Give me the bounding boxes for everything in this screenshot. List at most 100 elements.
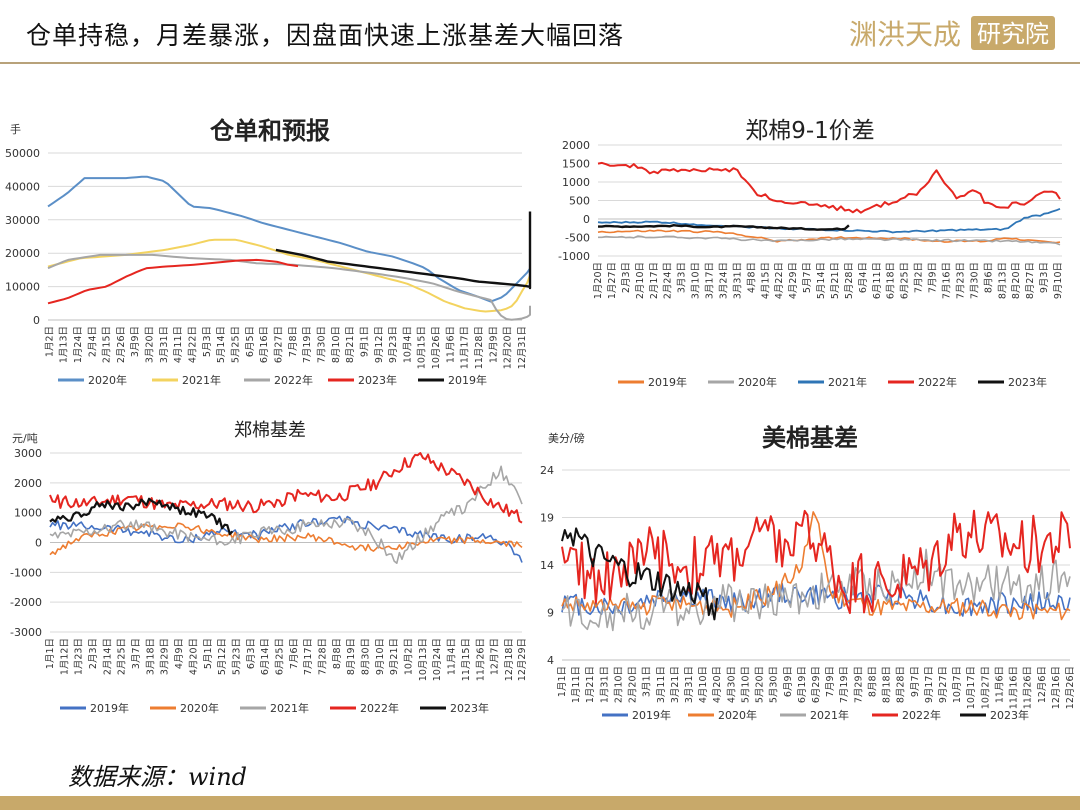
x-tick-label: 8月8日	[332, 638, 343, 669]
x-tick-label: 8月18日	[882, 666, 893, 703]
legend-label: 2022年	[918, 375, 957, 389]
x-tick-label: 7月19日	[302, 326, 313, 363]
x-tick-label: 8月30日	[361, 638, 372, 675]
x-tick-label: 5月28日	[844, 262, 855, 299]
legend-label: 2021年	[270, 701, 309, 715]
x-tick-label: 6月25日	[274, 638, 285, 675]
x-tick-label: 2月24日	[663, 262, 674, 299]
x-tick-label: 8月6日	[983, 262, 994, 293]
y-tick-label: 20000	[5, 247, 40, 260]
x-tick-label: 11月6日	[445, 326, 456, 363]
x-tick-label: 9月3日	[1039, 262, 1050, 293]
y-tick-label: 14	[540, 559, 554, 572]
x-tick-label: 1月12日	[59, 638, 70, 675]
x-tick-label: 12月6日	[1037, 666, 1048, 703]
x-tick-label: 2月20日	[628, 666, 639, 703]
series-line-1	[47, 175, 531, 303]
x-tick-label: 7月6日	[289, 638, 300, 669]
y-tick-label: 9	[547, 607, 554, 620]
x-tick-label: 6月27日	[273, 326, 284, 363]
x-tick-label: 2月4日	[87, 326, 98, 357]
x-tick-label: 11月4日	[447, 638, 458, 675]
y-tick-label: 3000	[14, 447, 42, 460]
legend-label: 2019年	[448, 373, 487, 387]
legend-label: 2023年	[358, 373, 397, 387]
chart-title: 美棉基差	[762, 424, 858, 452]
x-tick-label: 9月10日	[375, 638, 386, 675]
x-tick-label: 5月23日	[231, 638, 242, 675]
series-line-1	[561, 582, 1071, 617]
x-tick-label: 8月21日	[345, 326, 356, 363]
legend-label: 2023年	[450, 701, 489, 715]
x-tick-label: 2月15日	[102, 326, 113, 363]
y-tick-label: 1000	[14, 507, 42, 520]
x-tick-label: 6月11日	[872, 262, 883, 299]
x-tick-label: 1月20日	[593, 262, 604, 299]
y-tick-label: -500	[565, 232, 590, 245]
legend-label: 2019年	[90, 701, 129, 715]
x-tick-label: 4月20日	[188, 638, 199, 675]
x-tick-label: 1月27日	[607, 262, 618, 299]
y-tick-label: 2000	[562, 139, 590, 152]
y-tick-label: 24	[540, 464, 554, 477]
chart-title: 仓单和预报	[209, 117, 330, 145]
page-title: 仓单持稳，月差暴涨，因盘面快速上涨基差大幅回落	[26, 21, 625, 50]
y-tick-label: 2000	[14, 477, 42, 490]
x-tick-label: 6月4日	[858, 262, 869, 293]
y-tick-label: 19	[540, 512, 554, 525]
chart-unit: 元/吨	[12, 432, 38, 445]
x-tick-label: 4月29日	[788, 262, 799, 299]
x-tick-label: 1月11日	[571, 666, 582, 703]
brand-logo: 渊洪天成 研究院	[849, 16, 1055, 51]
series-line-4	[561, 509, 1071, 615]
x-tick-label: 3月31日	[684, 666, 695, 703]
x-tick-label: 5月21日	[830, 262, 841, 299]
y-tick-label: 10000	[5, 281, 40, 294]
svg-text:研究院: 研究院	[977, 20, 1049, 48]
x-tick-label: 3月29日	[160, 638, 171, 675]
x-tick-label: 7月8日	[288, 326, 299, 357]
series-line-1	[49, 515, 523, 563]
y-tick-label: 50000	[5, 147, 40, 160]
x-tick-label: 11月6日	[994, 666, 1005, 703]
x-tick-label: 8月20日	[1011, 262, 1022, 299]
series-line-4	[597, 161, 1061, 214]
x-tick-label: 8月28日	[896, 666, 907, 703]
series-line-5	[49, 497, 234, 536]
x-tick-label: 1月21日	[585, 666, 596, 703]
x-tick-label: 1月2日	[44, 326, 55, 357]
y-tick-label: 40000	[5, 180, 40, 193]
x-tick-label: 11月16日	[1009, 666, 1020, 709]
x-tick-label: 8月13日	[997, 262, 1008, 299]
series-line-4	[49, 452, 523, 524]
x-tick-label: 10月7日	[952, 666, 963, 703]
x-tick-label: 3月1日	[642, 666, 653, 697]
chart-title: 郑棉9-1价差	[745, 118, 875, 144]
legend-label: 2022年	[902, 708, 941, 722]
x-tick-label: 3月31日	[159, 326, 170, 363]
x-tick-label: 3月3日	[677, 262, 688, 293]
header: 仓单持稳，月差暴涨，因盘面快速上涨基差大幅回落 渊洪天成 研究院	[0, 0, 1080, 66]
x-tick-label: 5月20日	[755, 666, 766, 703]
x-tick-label: 10月17日	[966, 666, 977, 709]
x-tick-label: 11月26日	[1023, 666, 1034, 709]
x-tick-label: 3月17日	[705, 262, 716, 299]
x-tick-label: 10月24日	[432, 638, 443, 681]
x-tick-label: 9月1日	[359, 326, 370, 357]
x-tick-label: 7月16日	[941, 262, 952, 299]
x-tick-label: 11月17日	[460, 326, 471, 369]
chart-ice-basis: 美棉基差 美分/磅 4 9 14 19 24 1月1日 1月11日 1月21日 1月31日 2月10日…	[540, 424, 1076, 722]
x-tick-label: 2月26日	[116, 326, 127, 363]
y-tick-label: 500	[569, 195, 590, 208]
x-tick-label: 9月12日	[374, 326, 385, 363]
x-tick-label: 6月9日	[783, 666, 794, 697]
chart-unit: 美分/磅	[548, 431, 585, 445]
x-tick-label: 10月2日	[404, 638, 415, 675]
series-line-3	[561, 548, 1071, 632]
x-tick-label: 6月16日	[259, 326, 270, 363]
y-tick-label: -2000	[10, 596, 42, 609]
series-line-1	[597, 229, 1061, 244]
x-tick-label: 9月21日	[389, 638, 400, 675]
x-tick-label: 7月28日	[318, 638, 329, 675]
x-tick-label: 12月20日	[503, 326, 514, 369]
